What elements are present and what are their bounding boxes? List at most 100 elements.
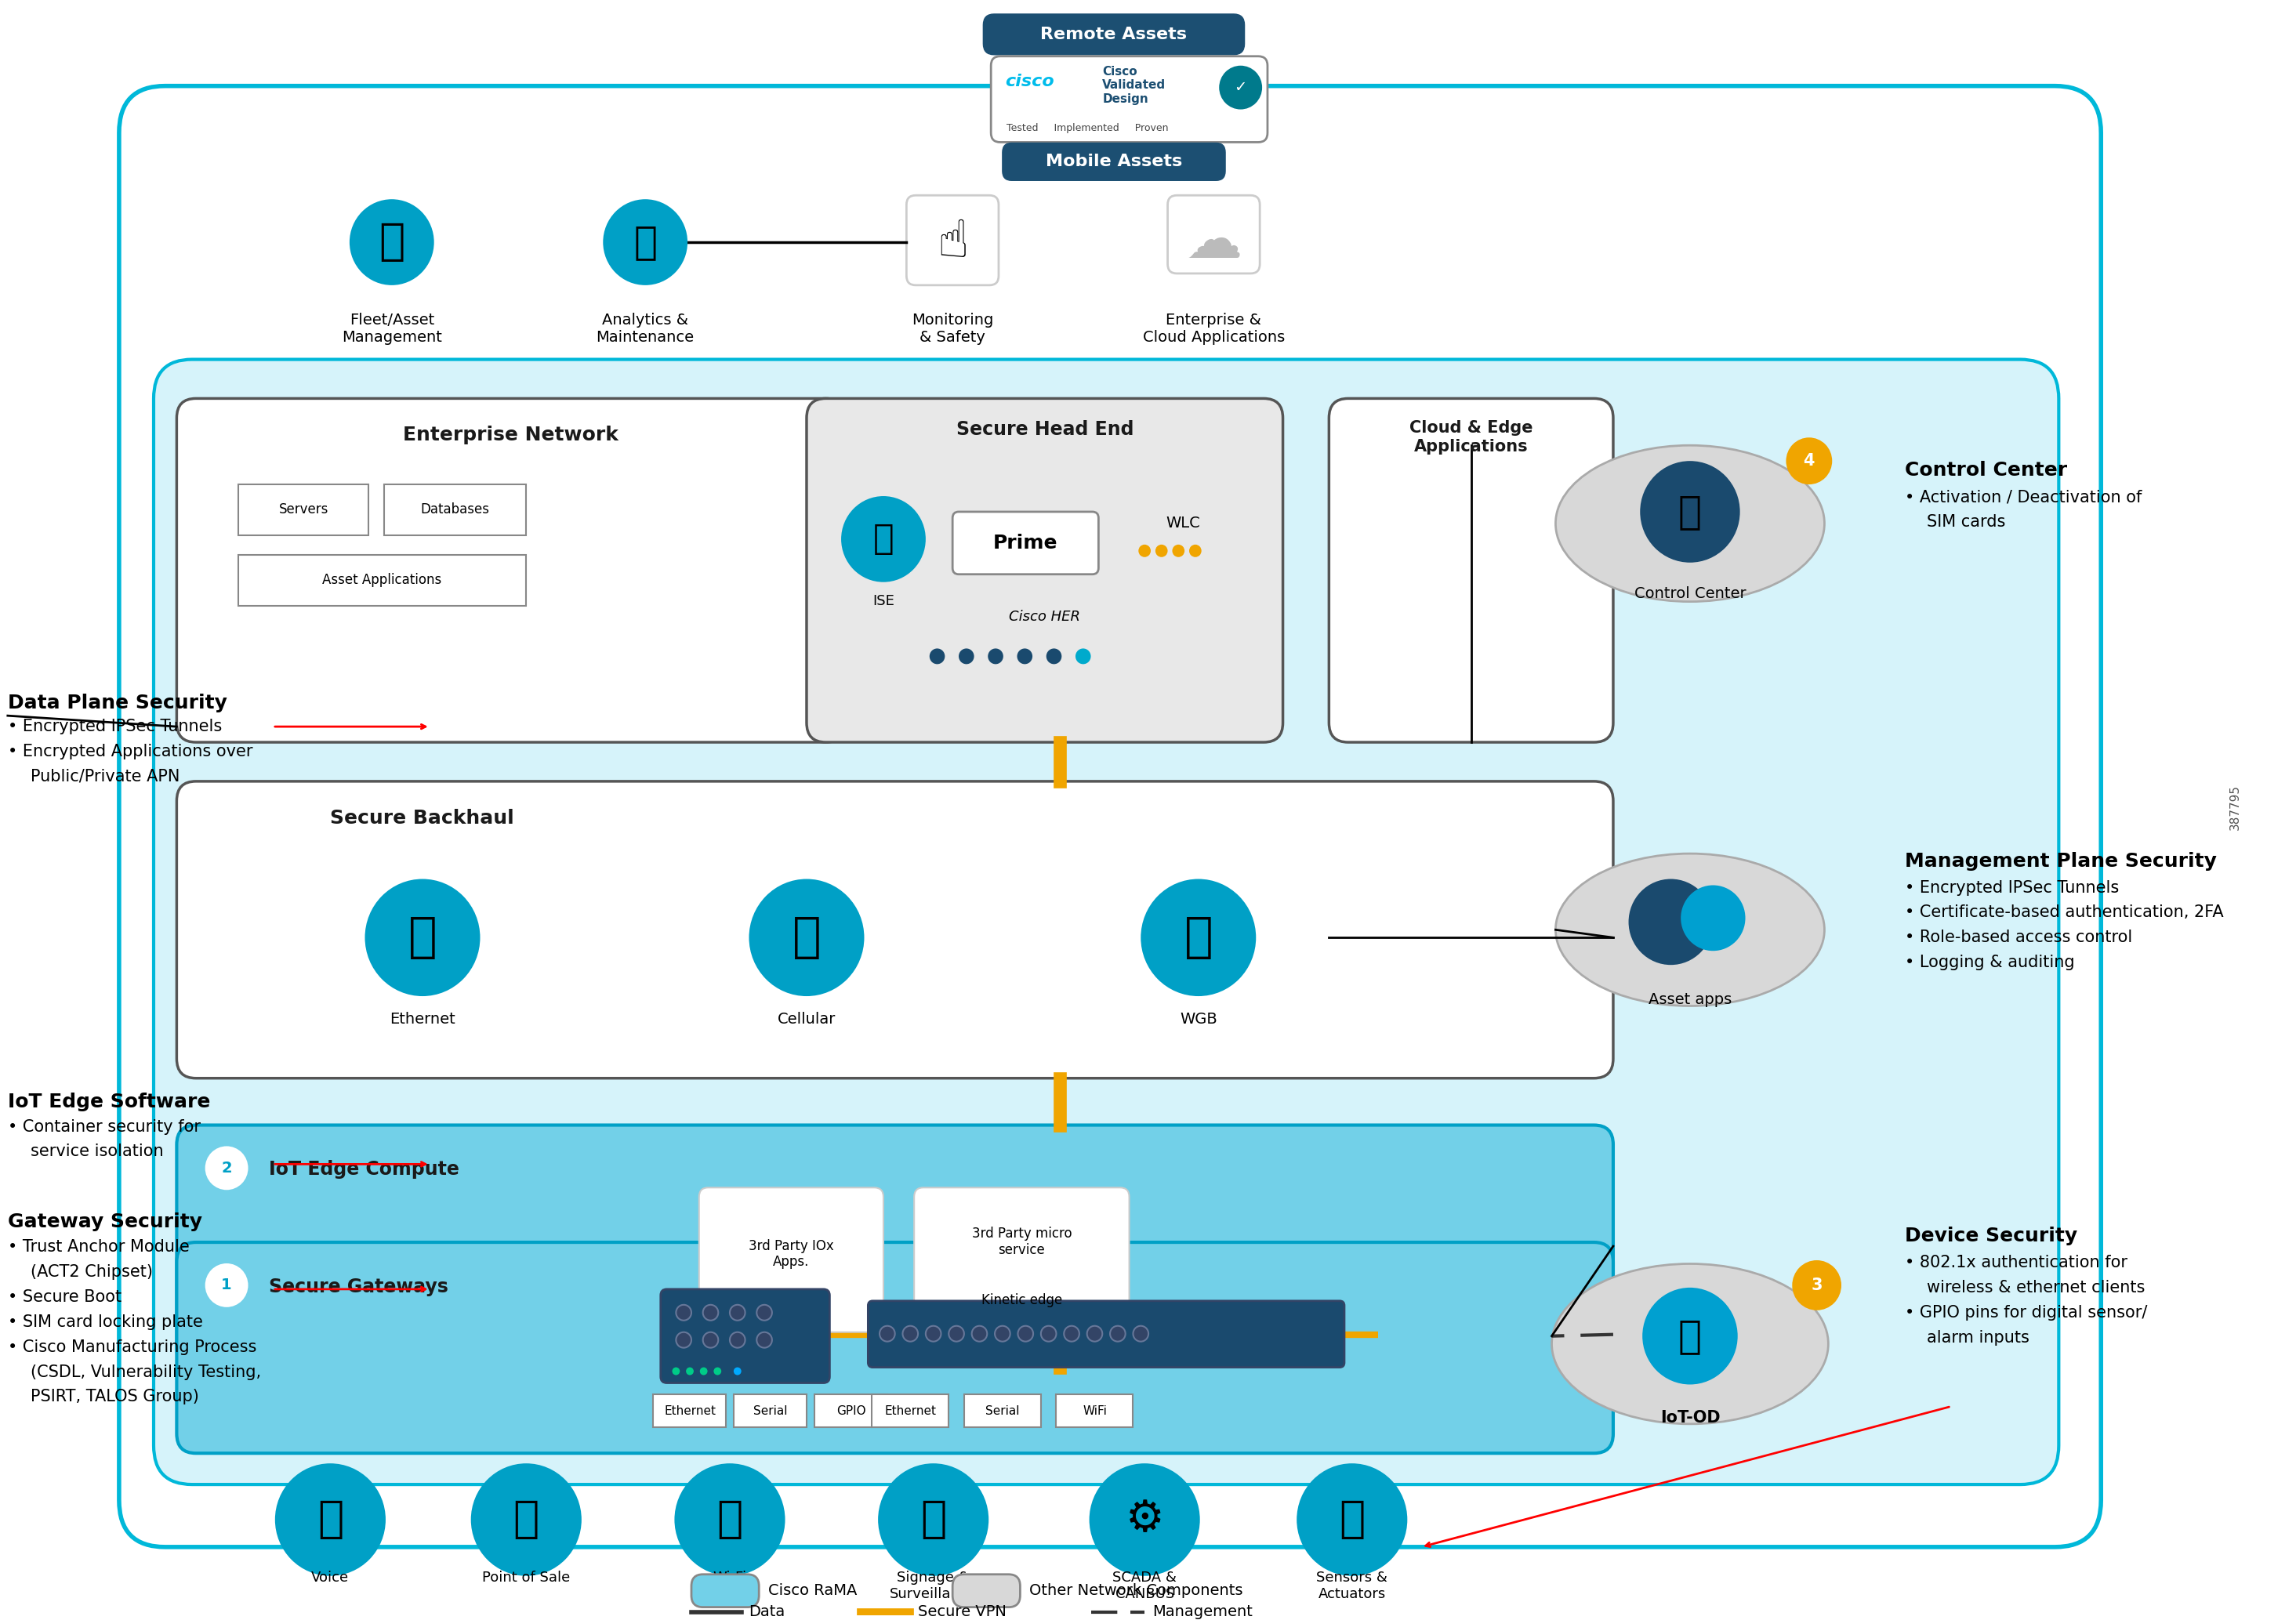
Circle shape <box>703 1332 719 1348</box>
Circle shape <box>1642 1288 1738 1385</box>
Text: 👥: 👥 <box>514 1499 540 1541</box>
Text: • Trust Anchor Module: • Trust Anchor Module <box>7 1239 188 1256</box>
Text: Asset Applications: Asset Applications <box>321 573 441 586</box>
Circle shape <box>1189 544 1201 557</box>
Text: Analytics &
Maintenance: Analytics & Maintenance <box>597 313 693 345</box>
Text: Tested     Implemented     Proven: Tested Implemented Proven <box>1006 123 1169 133</box>
Text: • Encrypted Applications over: • Encrypted Applications over <box>7 744 253 760</box>
Text: 2: 2 <box>220 1160 232 1176</box>
Bar <box>652 1395 726 1427</box>
FancyBboxPatch shape <box>698 1187 884 1332</box>
Text: cisco: cisco <box>1006 73 1054 89</box>
Bar <box>735 1395 806 1427</box>
Text: Ethernet: Ethernet <box>664 1405 716 1418</box>
Text: Cisco
Validated
Design: Cisco Validated Design <box>1102 66 1166 105</box>
FancyBboxPatch shape <box>953 1575 1019 1607</box>
Circle shape <box>675 1304 691 1320</box>
FancyBboxPatch shape <box>868 1301 1345 1367</box>
Text: 🔗: 🔗 <box>409 914 436 961</box>
Bar <box>872 1395 948 1427</box>
Circle shape <box>1134 1325 1148 1341</box>
Circle shape <box>1139 544 1150 557</box>
Circle shape <box>879 1325 895 1341</box>
Text: IoT-OD: IoT-OD <box>1660 1411 1720 1426</box>
Text: Prime: Prime <box>994 533 1058 552</box>
Text: 3rd Party micro
service: 3rd Party micro service <box>971 1226 1072 1257</box>
Text: Ethernet: Ethernet <box>390 1012 455 1027</box>
Text: ✓: ✓ <box>1235 79 1247 96</box>
FancyBboxPatch shape <box>983 15 1244 55</box>
Text: • SIM card locking plate: • SIM card locking plate <box>7 1314 202 1330</box>
Text: Data Plane Security: Data Plane Security <box>7 693 227 713</box>
Text: • GPIO pins for digital sensor/: • GPIO pins for digital sensor/ <box>1906 1304 2147 1320</box>
Circle shape <box>840 496 925 582</box>
Text: 📷: 📷 <box>921 1499 946 1541</box>
Circle shape <box>1040 1325 1056 1341</box>
Circle shape <box>987 648 1003 664</box>
Text: wireless & ethernet clients: wireless & ethernet clients <box>1926 1280 2144 1296</box>
Circle shape <box>349 199 434 285</box>
Text: • Encrypted IPSec Tunnels: • Encrypted IPSec Tunnels <box>7 719 223 734</box>
FancyBboxPatch shape <box>691 1575 760 1607</box>
Circle shape <box>204 1264 248 1307</box>
Circle shape <box>703 1304 719 1320</box>
Text: • Certificate-based authentication, 2FA: • Certificate-based authentication, 2FA <box>1906 904 2225 920</box>
Circle shape <box>1793 1260 1841 1311</box>
Text: 📶: 📶 <box>716 1499 744 1541</box>
Text: • Logging & auditing: • Logging & auditing <box>1906 954 2076 970</box>
Text: Gateway Security: Gateway Security <box>7 1213 202 1231</box>
Text: service isolation: service isolation <box>30 1144 163 1160</box>
Bar <box>239 554 526 606</box>
Bar <box>383 484 526 535</box>
Text: • 802.1x authentication for: • 802.1x authentication for <box>1906 1256 2128 1270</box>
Bar <box>815 1395 886 1427</box>
Text: Monitoring
& Safety: Monitoring & Safety <box>912 313 994 345</box>
Circle shape <box>925 1325 941 1341</box>
Text: • Secure Boot: • Secure Boot <box>7 1290 122 1304</box>
Text: 3rd Party IOx
Apps.: 3rd Party IOx Apps. <box>748 1239 833 1268</box>
Text: SIM cards: SIM cards <box>1926 514 2004 530</box>
Text: Serial: Serial <box>753 1405 788 1418</box>
Text: Secure VPN: Secure VPN <box>918 1604 1006 1620</box>
Text: ☁: ☁ <box>1185 215 1242 269</box>
Circle shape <box>675 1463 785 1576</box>
Text: 🔒: 🔒 <box>872 522 893 556</box>
Text: 1: 1 <box>220 1278 232 1293</box>
Circle shape <box>1075 648 1091 664</box>
Text: Asset apps: Asset apps <box>1649 993 1731 1008</box>
Text: Databases: Databases <box>420 502 489 517</box>
Text: 387795: 387795 <box>2229 784 2241 829</box>
Text: Control Center: Control Center <box>1906 462 2066 480</box>
Text: Cloud & Edge
Applications: Cloud & Edge Applications <box>1410 420 1534 454</box>
Text: Device Security: Device Security <box>1906 1226 2078 1246</box>
Circle shape <box>960 648 974 664</box>
Circle shape <box>930 648 946 664</box>
Text: Cellular: Cellular <box>778 1012 836 1027</box>
Bar <box>1056 1395 1134 1427</box>
Text: GPIO: GPIO <box>836 1405 866 1418</box>
Circle shape <box>1086 1325 1102 1341</box>
Text: Kinetic edge: Kinetic edge <box>980 1293 1063 1307</box>
Circle shape <box>1109 1325 1125 1341</box>
Text: alarm inputs: alarm inputs <box>1926 1330 2030 1346</box>
Text: IoT Edge Compute: IoT Edge Compute <box>269 1160 459 1179</box>
Text: Servers: Servers <box>278 502 328 517</box>
Circle shape <box>735 1367 742 1375</box>
Circle shape <box>1063 1325 1079 1341</box>
Text: 🔧: 🔧 <box>634 224 657 261</box>
Text: Signage &
Surveillance: Signage & Surveillance <box>891 1570 976 1601</box>
FancyBboxPatch shape <box>177 1243 1614 1453</box>
Text: (CSDL, Vulnerability Testing,: (CSDL, Vulnerability Testing, <box>30 1364 262 1380</box>
Text: • Cisco Manufacturing Process: • Cisco Manufacturing Process <box>7 1340 257 1354</box>
FancyBboxPatch shape <box>1329 399 1614 742</box>
Text: • Encrypted IPSec Tunnels: • Encrypted IPSec Tunnels <box>1906 880 2119 896</box>
Text: Enterprise &
Cloud Applications: Enterprise & Cloud Applications <box>1143 313 1286 345</box>
Circle shape <box>948 1325 964 1341</box>
Text: 4: 4 <box>1802 454 1814 468</box>
Circle shape <box>1047 648 1061 664</box>
Text: IoT Edge Software: IoT Edge Software <box>7 1092 211 1111</box>
Text: 📶: 📶 <box>1185 914 1212 961</box>
Circle shape <box>1088 1463 1201 1576</box>
FancyBboxPatch shape <box>119 86 2101 1547</box>
Text: Data: Data <box>748 1604 785 1620</box>
